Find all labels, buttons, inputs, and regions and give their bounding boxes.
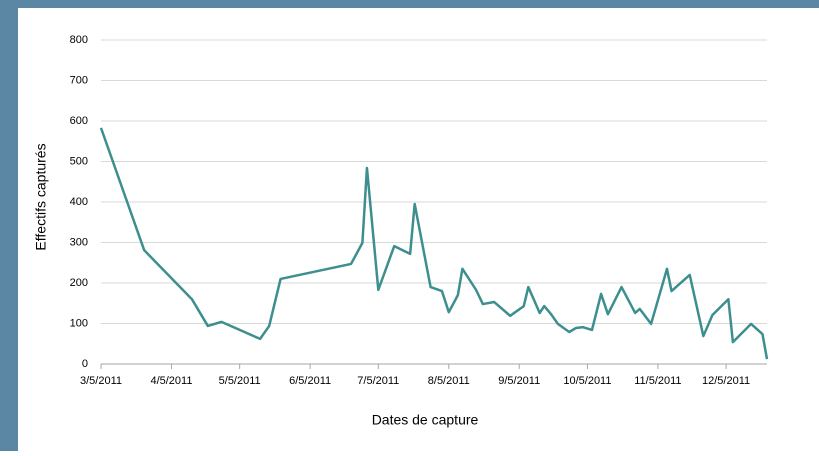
x-tick-label: 11/5/2011 — [634, 375, 681, 387]
y-tick-label: 800 — [70, 34, 88, 46]
y-tick-label: 300 — [70, 236, 88, 248]
y-axis-title: Effectifs capturés — [33, 143, 49, 250]
data-line — [99, 127, 769, 360]
x-tick-label: 7/5/2011 — [357, 375, 399, 387]
frame-top — [0, 0, 819, 8]
y-tick-label: 0 — [82, 358, 88, 370]
y-tick-label: 600 — [70, 115, 88, 127]
y-tick-label: 200 — [70, 277, 88, 289]
x-tick-label: 8/5/2011 — [428, 375, 470, 387]
frame-left — [0, 0, 18, 451]
x-tick-label: 3/5/2011 — [80, 375, 122, 387]
x-tick-label: 6/5/2011 — [289, 375, 331, 387]
y-tick-label: 100 — [70, 317, 88, 329]
y-tick-label: 500 — [70, 155, 88, 167]
x-tick-label: 12/5/2011 — [702, 375, 750, 387]
x-tick-label: 10/5/2011 — [563, 375, 611, 387]
x-tick-label: 5/5/2011 — [219, 375, 261, 387]
x-tick-label: 9/5/2011 — [498, 375, 540, 387]
x-tick-label: 4/5/2011 — [150, 375, 192, 387]
y-tick-label: 700 — [70, 74, 88, 86]
y-tick-label: 400 — [70, 196, 88, 208]
x-axis-title: Dates de capture — [372, 412, 479, 428]
